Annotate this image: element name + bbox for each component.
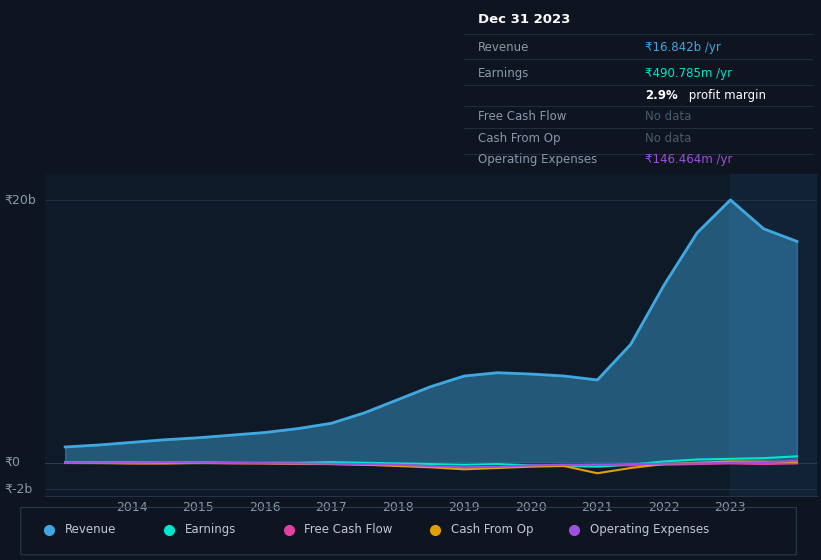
Text: Earnings: Earnings (478, 67, 530, 80)
Text: Operating Expenses: Operating Expenses (589, 523, 709, 536)
Text: Operating Expenses: Operating Expenses (478, 153, 597, 166)
Text: Revenue: Revenue (65, 523, 116, 536)
Text: Earnings: Earnings (185, 523, 236, 536)
Text: Free Cash Flow: Free Cash Flow (478, 110, 566, 123)
Text: ₹146.464m /yr: ₹146.464m /yr (645, 153, 733, 166)
Text: ₹20b: ₹20b (4, 193, 36, 207)
Text: Free Cash Flow: Free Cash Flow (304, 523, 392, 536)
Text: Cash From Op: Cash From Op (451, 523, 533, 536)
Text: profit margin: profit margin (686, 89, 767, 102)
Text: Dec 31 2023: Dec 31 2023 (478, 13, 571, 26)
Text: No data: No data (645, 110, 691, 123)
Text: ₹0: ₹0 (4, 456, 20, 469)
Text: ₹-2b: ₹-2b (4, 483, 32, 496)
Text: 2.9%: 2.9% (645, 89, 678, 102)
Text: ₹490.785m /yr: ₹490.785m /yr (645, 67, 732, 80)
Text: ₹16.842b /yr: ₹16.842b /yr (645, 40, 721, 54)
Text: Revenue: Revenue (478, 40, 530, 54)
Text: Cash From Op: Cash From Op (478, 132, 560, 144)
Bar (731, 174, 817, 496)
Text: No data: No data (645, 132, 691, 144)
